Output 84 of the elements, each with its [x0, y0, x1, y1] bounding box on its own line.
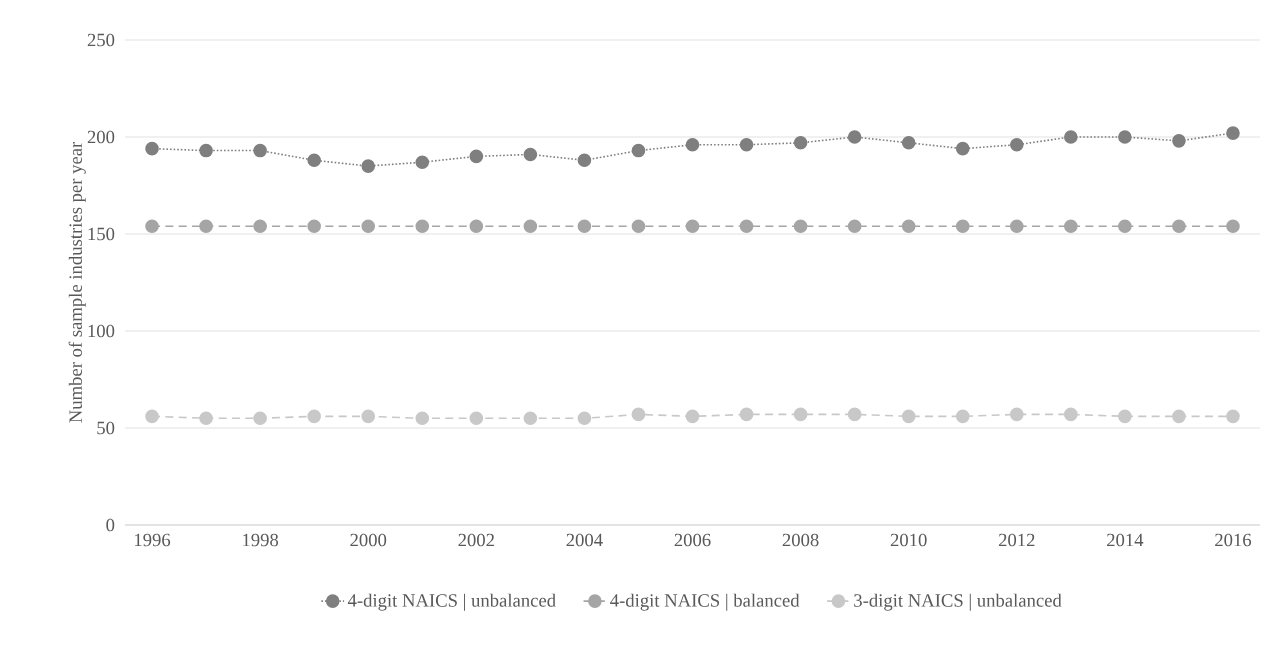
y-tick-label: 50 [97, 421, 115, 435]
point [1009, 137, 1024, 152]
point [631, 143, 646, 158]
x-tick-label: 2014 [1107, 533, 1144, 547]
point [847, 407, 862, 422]
point [199, 411, 213, 426]
x-tick-label: 2000 [350, 533, 387, 547]
point [1226, 219, 1240, 234]
point [631, 407, 646, 422]
legend-label: 4-digit NAICS | balanced [610, 593, 800, 611]
point [1064, 130, 1078, 144]
point [1118, 219, 1132, 234]
point [1009, 219, 1024, 234]
point [685, 137, 700, 152]
x-tick-label: 1996 [134, 533, 171, 547]
point [793, 219, 808, 234]
point [1172, 219, 1186, 234]
point [577, 219, 592, 234]
x-tick-label: 2002 [458, 533, 494, 547]
y-tick-label: 100 [88, 324, 115, 338]
point [739, 219, 754, 234]
point [739, 137, 754, 152]
point [361, 219, 376, 234]
point [415, 219, 430, 234]
point [631, 219, 646, 234]
point [1118, 130, 1132, 144]
y-tick-label: 0 [106, 518, 115, 532]
point [145, 141, 159, 156]
point [1226, 126, 1240, 140]
point [307, 219, 321, 234]
point [901, 136, 916, 150]
point [955, 219, 970, 234]
point [1009, 407, 1024, 422]
point [1172, 409, 1186, 424]
point [847, 219, 862, 234]
point [1064, 219, 1078, 234]
x-tick-label: 2016 [1215, 533, 1252, 547]
point [577, 411, 592, 426]
x-tick-label: 2004 [566, 533, 603, 547]
y-tick-label: 250 [87, 33, 115, 47]
y-axis-title: Number of sample industries per year [68, 141, 86, 423]
point [361, 409, 376, 424]
x-tick-label: 2008 [782, 533, 819, 547]
point [253, 219, 267, 234]
point [415, 411, 430, 426]
point [253, 143, 267, 158]
point [901, 409, 916, 424]
point [685, 219, 700, 234]
y-tick-label: 200 [87, 130, 115, 144]
point [361, 159, 376, 173]
x-tick-label: 1998 [243, 533, 279, 547]
point [577, 153, 592, 168]
legend-label: 3-digit NAICS | unbalanced [854, 593, 1062, 611]
point [1118, 409, 1132, 424]
legend-label: 4-digit NAICS | unbalanced [347, 593, 556, 611]
point [847, 130, 862, 144]
point [1172, 134, 1186, 148]
x-tick-label: 2010 [890, 533, 927, 547]
point [739, 407, 754, 422]
point [793, 136, 808, 150]
point [523, 147, 538, 162]
point [955, 141, 970, 156]
x-tick-label: 2006 [674, 533, 711, 547]
point [523, 411, 538, 426]
y-tick-label: 150 [88, 227, 115, 241]
point [685, 409, 700, 424]
point [145, 409, 159, 424]
x-tick-label: 2012 [998, 533, 1035, 547]
point [199, 219, 213, 234]
point [199, 143, 213, 158]
point [469, 219, 484, 234]
point [307, 409, 321, 424]
point [523, 219, 538, 234]
point [145, 219, 159, 234]
point [1226, 409, 1240, 424]
point [307, 153, 321, 168]
point [955, 409, 970, 424]
point [469, 411, 484, 426]
point [1064, 407, 1078, 422]
point [901, 219, 916, 234]
point [253, 411, 267, 426]
point [415, 155, 430, 170]
point [469, 149, 484, 164]
point [793, 407, 808, 422]
